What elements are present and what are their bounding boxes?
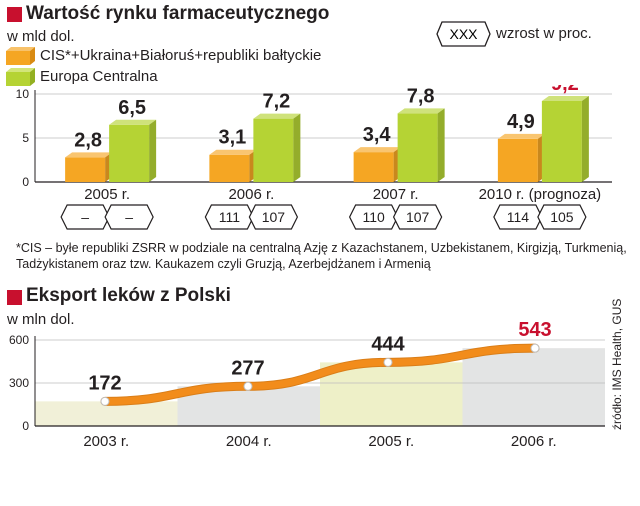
chart2-step-area xyxy=(462,348,605,426)
chart1-bar-top xyxy=(65,152,113,158)
chart1-x-tick-label: 2005 r. xyxy=(84,186,130,203)
chart2-series-line xyxy=(101,344,539,405)
chart1-bar xyxy=(209,149,257,182)
chart2-x-tick-label: 2004 r. xyxy=(226,433,272,450)
chart2-title: Eksport leków z Polski xyxy=(26,285,231,306)
chart1-bar-side xyxy=(437,108,445,182)
chart1-bar-side xyxy=(293,113,301,182)
chart1-bar xyxy=(541,96,589,182)
chart2-point xyxy=(530,343,540,353)
chart1-value-label: 2,8 xyxy=(74,129,102,151)
chart1-bar-front xyxy=(397,113,438,182)
chart1-bar-front xyxy=(353,152,394,182)
chart1-growth-label: 114 xyxy=(507,209,530,225)
chart1-bar xyxy=(109,119,157,182)
chart1-x-tick-label: 2010 r. (prognoza) xyxy=(479,186,602,203)
chart2-x-tick-label: 2005 r. xyxy=(368,433,414,450)
chart2-y-tick-label: 300 xyxy=(9,376,29,390)
chart2-value-label: 444 xyxy=(371,333,405,355)
chart1-value-label: 9,2 xyxy=(551,85,579,95)
chart2-point xyxy=(243,381,253,391)
chart1-x-tick-label: 2007 r. xyxy=(373,186,419,203)
chart1-bar xyxy=(253,113,301,182)
chart1-bar-top xyxy=(541,96,589,102)
chart1-bar-front xyxy=(541,101,582,182)
legend-label-cis: CIS*+Ukraina+Białoruś+republiki bałtycki… xyxy=(40,47,322,64)
title-marker xyxy=(7,7,22,22)
chart1-value-label: 6,5 xyxy=(118,97,146,119)
chart1-value-label: 7,2 xyxy=(262,91,290,113)
chart1-value-label: 4,9 xyxy=(507,111,535,133)
chart1-bar-front xyxy=(253,118,294,182)
market-value-chart: 0 5 10 2005 r. 2,8 – 6,5 – 2006 r. 3,1 111 7,2 107 20… xyxy=(16,85,612,230)
chart1-bar-top xyxy=(209,149,257,155)
chart1-growth-label: – xyxy=(125,209,133,225)
legend-cube-green xyxy=(6,68,35,86)
chart2-x-tick-label: 2003 r. xyxy=(83,433,129,450)
chart1-growth-label: – xyxy=(81,209,89,225)
export-chart: 0 300 600 172 277 444 543 2003 r. 2004 r. 2005 r.… xyxy=(9,319,605,450)
legend-label-central-europe: Europa Centralna xyxy=(40,68,158,85)
chart1-growth-label: 111 xyxy=(219,209,240,225)
chart1-bar-front xyxy=(209,154,250,182)
chart1-y-tick-label: 0 xyxy=(22,175,29,189)
chart1-bar-top xyxy=(109,119,157,125)
chart2-point xyxy=(100,396,110,406)
chart1-bar-front xyxy=(65,157,106,182)
legend-icons xyxy=(6,47,35,86)
legend-growth-text: wzrost w proc. xyxy=(496,25,592,42)
chart2-unit: w mln dol. xyxy=(7,311,75,328)
chart2-x-tick-label: 2006 r. xyxy=(511,433,557,450)
chart1-bar-top xyxy=(253,113,301,119)
chart1-growth-label: 110 xyxy=(362,209,385,225)
chart1-value-label: 7,8 xyxy=(407,85,435,107)
chart1-growth-label: 107 xyxy=(406,209,430,225)
chart1-bar xyxy=(397,108,445,182)
title-marker-2 xyxy=(7,290,22,305)
chart1-bar-top xyxy=(397,108,445,114)
chart1-growth-hexagon xyxy=(60,204,110,230)
footnote: *CIS – byłe republiki ZSRR w podziale na… xyxy=(16,241,627,271)
chart2-point xyxy=(383,357,393,367)
legend-growth-box: XXX xyxy=(436,21,491,47)
chart1-unit: w mld dol. xyxy=(7,28,75,45)
chart1-growth-hexagon xyxy=(537,204,587,230)
legend-growth-box-text: XXX xyxy=(449,26,478,42)
chart1-bar xyxy=(497,133,545,182)
chart1-growth-hexagon xyxy=(248,204,299,230)
chart1-growth-hexagon xyxy=(104,204,154,230)
chart2-step-area xyxy=(320,362,463,426)
chart1-bar-top xyxy=(353,147,401,153)
chart1-growth-hexagon xyxy=(204,204,255,230)
chart1-x-tick-label: 2006 r. xyxy=(228,186,274,203)
chart1-bar-front xyxy=(497,138,538,182)
chart2-y-tick-label: 0 xyxy=(22,419,29,433)
chart1-bar-side xyxy=(581,96,589,182)
chart1-value-label: 3,4 xyxy=(363,124,392,146)
source-note: źródło: IMS Health, GUS xyxy=(610,298,624,430)
legend-cube-orange xyxy=(6,47,35,65)
chart1-growth-hexagon xyxy=(348,204,399,230)
chart2-value-label: 543 xyxy=(518,319,551,341)
chart1-y-tick-label: 10 xyxy=(16,87,30,101)
chart1-bar xyxy=(65,152,113,182)
chart1-bar-front xyxy=(109,124,150,182)
chart1-title: Wartość rynku farmaceutycznego xyxy=(26,3,330,24)
chart2-value-label: 277 xyxy=(231,357,264,379)
chart1-value-label: 3,1 xyxy=(218,127,246,149)
chart2-value-label: 172 xyxy=(88,372,121,394)
chart1-bar xyxy=(353,147,401,182)
chart1-growth-hexagon xyxy=(493,204,543,230)
chart1-growth-label: 107 xyxy=(262,209,286,225)
chart1-bar-top xyxy=(497,133,545,139)
chart1-bar-side xyxy=(149,119,157,182)
chart1-growth-label: 105 xyxy=(550,209,574,225)
chart1-growth-hexagon xyxy=(392,204,443,230)
chart1-y-tick-label: 5 xyxy=(22,131,29,145)
chart2-y-tick-label: 600 xyxy=(9,333,29,347)
